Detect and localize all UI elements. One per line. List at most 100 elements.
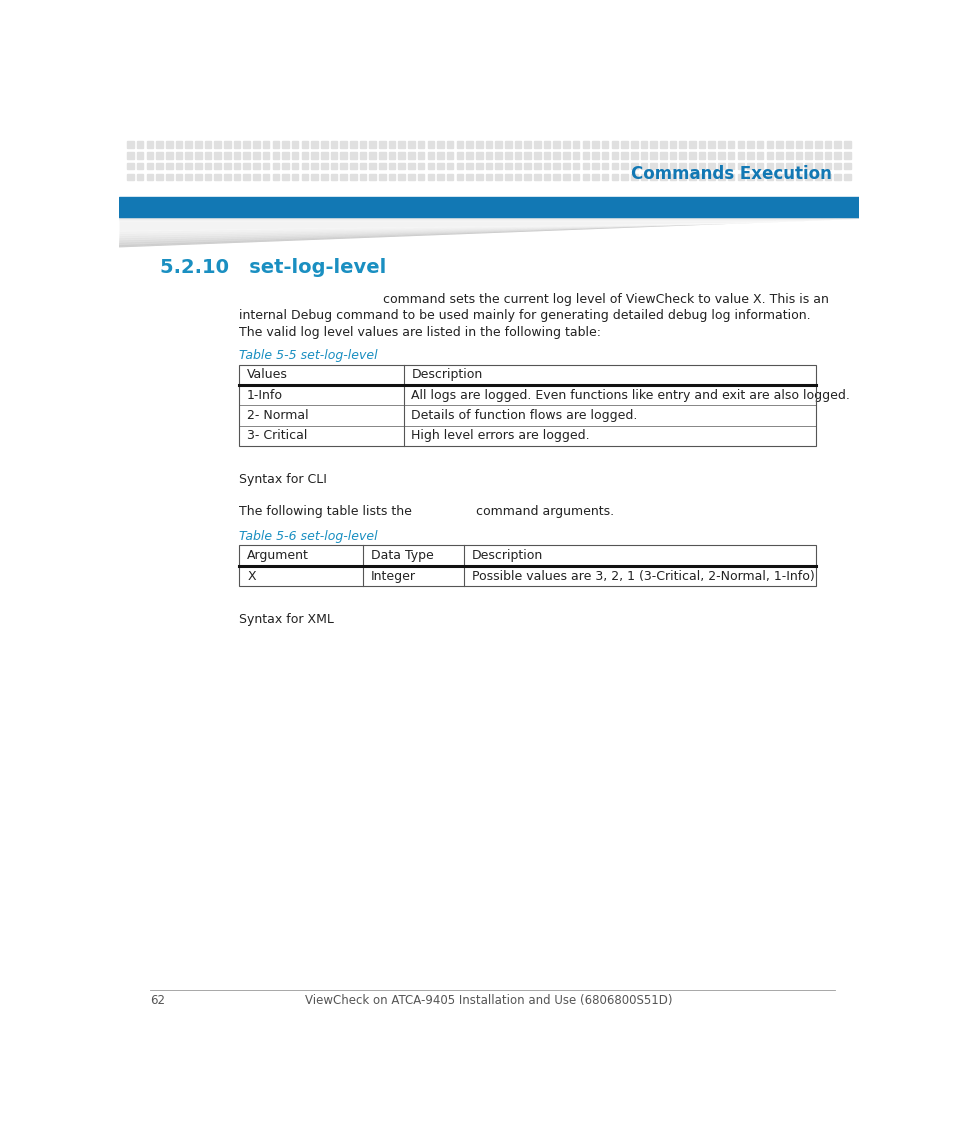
Bar [331,152,336,158]
Bar [389,141,395,148]
Polygon shape [119,220,858,236]
Bar [562,163,569,169]
Bar [466,141,473,148]
Bar [543,174,550,180]
Bar [515,141,520,148]
Bar [359,152,366,158]
Bar [389,163,395,169]
Bar [727,141,734,148]
Bar [378,141,385,148]
Bar [688,163,695,169]
Bar [582,141,588,148]
Bar [785,141,792,148]
Bar [495,141,501,148]
Bar [214,152,221,158]
Bar [262,163,269,169]
Polygon shape [119,219,858,240]
Text: Syntax for XML: Syntax for XML [239,614,334,626]
Bar [718,141,724,148]
Bar [292,152,298,158]
Bar [273,141,279,148]
Polygon shape [119,218,858,245]
Bar [746,152,753,158]
Bar [601,141,608,148]
Bar [127,141,133,148]
Bar [262,174,269,180]
Bar [156,152,163,158]
Bar [727,163,734,169]
Text: 1-Info: 1-Info [247,388,283,402]
Bar [601,174,608,180]
Bar [378,174,385,180]
Text: Details of function flows are logged.: Details of function flows are logged. [411,409,638,423]
Text: Syntax for CLI: Syntax for CLI [239,473,327,487]
Bar [756,141,762,148]
Bar [495,163,501,169]
Bar [147,141,153,148]
Bar [553,141,559,148]
Bar [592,163,598,169]
Bar [292,174,298,180]
Bar [746,163,753,169]
Bar [243,152,250,158]
Bar [350,141,356,148]
Bar [823,163,830,169]
Bar [543,152,550,158]
Bar [620,141,627,148]
Bar [804,141,811,148]
Bar [194,174,201,180]
Bar [408,174,415,180]
Bar [543,141,550,148]
Bar [205,174,211,180]
Bar [320,152,327,158]
Bar [331,163,336,169]
Bar [340,163,347,169]
Bar [166,152,172,158]
Bar [398,174,405,180]
Bar [301,163,308,169]
Bar [408,163,415,169]
Bar [669,174,676,180]
Bar [766,163,772,169]
Bar [737,152,743,158]
Bar [834,163,841,169]
Bar [708,174,715,180]
Bar [417,174,424,180]
Bar [175,174,182,180]
Bar [194,163,201,169]
Text: 5.2.10   set-log-level: 5.2.10 set-log-level [159,259,385,277]
Polygon shape [119,220,858,238]
Bar [185,141,192,148]
Bar [843,163,850,169]
Bar [476,174,482,180]
Bar [205,152,211,158]
Text: 62: 62 [150,994,165,1008]
Bar [233,163,240,169]
Bar [427,141,434,148]
Bar [611,152,618,158]
Text: internal Debug command to be used mainly for generating detailed debug log infor: internal Debug command to be used mainly… [239,309,810,323]
Bar [147,174,153,180]
Bar [756,174,762,180]
Bar [427,152,434,158]
Bar [214,174,221,180]
Bar [417,141,424,148]
Bar [273,152,279,158]
Bar [301,174,308,180]
Bar [311,163,317,169]
Bar [679,163,685,169]
Bar [795,152,801,158]
Bar [679,141,685,148]
Bar [417,152,424,158]
Bar [166,163,172,169]
Bar [611,174,618,180]
Bar [127,163,133,169]
Bar [611,163,618,169]
Bar [698,141,704,148]
Bar [776,141,782,148]
Bar [650,163,657,169]
Bar [320,163,327,169]
Bar [243,174,250,180]
Bar [476,141,482,148]
Text: Description: Description [411,369,482,381]
